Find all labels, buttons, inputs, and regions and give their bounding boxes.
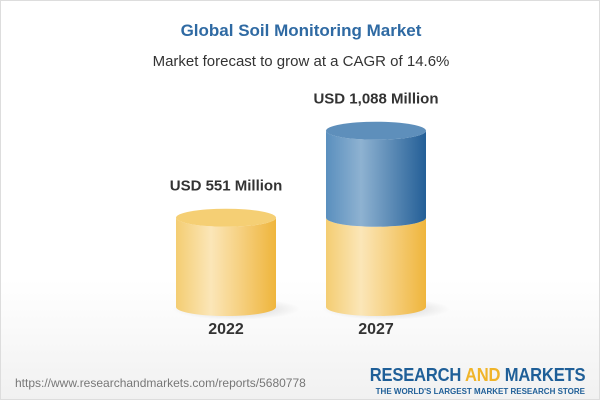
cylinder-chart: USD 551 Million 2022 USD 1,088 Million 2027 bbox=[170, 91, 450, 338]
logo-tagline: THE WORLD'S LARGEST MARKET RESEARCH STOR… bbox=[375, 387, 585, 396]
category-label: 2022 bbox=[208, 321, 244, 338]
logo-text: RESEARCH bbox=[369, 365, 465, 385]
research-and-markets-logo: RESEARCH AND MARKETS THE WORLD'S LARGEST… bbox=[351, 365, 585, 396]
data-label: USD 1,088 Million bbox=[313, 91, 438, 108]
cylinder-growth-2027 bbox=[326, 130, 426, 227]
cylinder-base-2022 bbox=[176, 217, 276, 316]
cylinder-base-2027 bbox=[326, 217, 426, 316]
chart-subtitle: Market forecast to grow at a CAGR of 14.… bbox=[152, 53, 450, 70]
cylinder-base-2022-top bbox=[176, 208, 276, 227]
chart-title: Global Soil Monitoring Market bbox=[180, 21, 422, 40]
logo-text: AND bbox=[464, 365, 501, 385]
logo-text: MARKETS bbox=[499, 365, 585, 385]
source-url[interactable]: https://www.researchandmarkets.com/repor… bbox=[15, 376, 306, 390]
category-label: 2027 bbox=[358, 321, 394, 338]
cylinder-growth-2027-top bbox=[326, 121, 426, 140]
data-label: USD 551 Million bbox=[170, 178, 283, 195]
